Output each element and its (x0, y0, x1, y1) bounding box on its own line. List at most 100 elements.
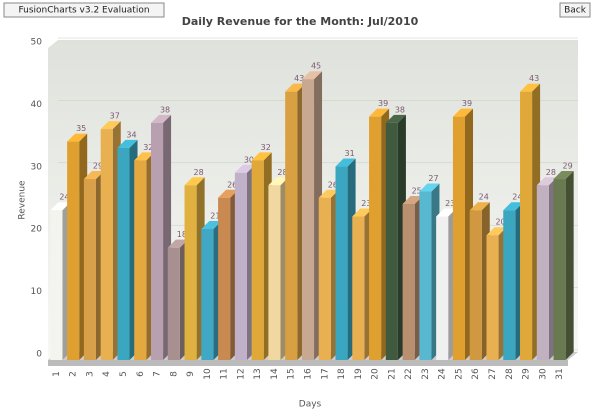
bar-top (167, 239, 188, 248)
bar-front (369, 116, 382, 360)
value-label: 26 (328, 180, 338, 189)
x-tick-label: 10 (203, 368, 213, 380)
x-tick-label: 17 (320, 368, 330, 379)
value-label: 34 (126, 130, 136, 139)
bar-front (536, 185, 549, 360)
x-tick-label: 19 (354, 368, 364, 380)
bar-front (452, 116, 466, 360)
bar-top (100, 121, 121, 130)
value-label: 28 (546, 168, 556, 177)
bar-top (369, 108, 390, 117)
bar-top (536, 177, 557, 186)
bar-front (117, 147, 130, 360)
x-tick-label: 3 (85, 371, 95, 377)
bar-front (503, 210, 516, 360)
bar-top (503, 202, 524, 211)
value-label: 43 (294, 74, 304, 83)
bar-front (520, 91, 533, 361)
bar-front (134, 160, 147, 360)
bar-front (352, 216, 365, 360)
bar-top (268, 177, 289, 186)
y-tick-label: 50 (31, 38, 43, 48)
x-tick-label: 20 (371, 368, 381, 380)
value-label: 24 (59, 193, 69, 202)
value-label: 32 (261, 143, 271, 152)
bar-top (218, 189, 239, 198)
value-label: 29 (563, 162, 573, 171)
bar-top (318, 189, 339, 198)
bar-front (184, 185, 197, 360)
bar-front (402, 204, 415, 360)
back-text[interactable]: Back (564, 6, 587, 16)
bar-front (167, 247, 180, 360)
bar (150, 114, 172, 360)
y-tick-label: 0 (36, 350, 42, 360)
value-label: 27 (428, 174, 438, 183)
bar-top (452, 108, 474, 117)
bar-top (285, 83, 306, 92)
value-label: 29 (93, 162, 103, 171)
bar-top (385, 114, 406, 123)
value-label: 43 (529, 74, 539, 83)
bar-top (67, 133, 88, 142)
evaluation-button[interactable] (3, 2, 165, 18)
value-label: 21 (210, 211, 220, 220)
x-tick-label: 21 (387, 368, 397, 379)
bar-front (50, 210, 63, 360)
x-tick-label: 15 (287, 368, 297, 379)
x-tick-label: 14 (270, 368, 280, 380)
bar-top (234, 164, 255, 173)
bar-top (520, 83, 541, 92)
x-tick-label: 22 (404, 368, 414, 379)
bar-front (150, 122, 164, 360)
x-tick-label: 13 (253, 368, 263, 379)
bar-front (486, 235, 499, 360)
bar-front (335, 166, 348, 360)
value-label: 38 (395, 105, 405, 114)
bar-front (301, 79, 315, 360)
bar-top (184, 177, 205, 186)
x-tick-label: 4 (102, 371, 112, 377)
bar (553, 171, 574, 360)
value-label: 24 (512, 193, 522, 202)
value-label: 25 (412, 187, 422, 196)
x-tick-label: 2 (69, 371, 79, 377)
value-label: 39 (462, 99, 472, 108)
back-button[interactable] (559, 2, 591, 18)
bar (335, 158, 356, 360)
value-label: 37 (110, 112, 120, 121)
bar-top (436, 208, 457, 217)
value-label: 26 (227, 180, 237, 189)
bar-top (301, 71, 323, 80)
bar-top (134, 152, 155, 161)
bar-side (565, 171, 574, 360)
bar-front (83, 179, 96, 360)
bar-front (553, 179, 566, 360)
value-label: 39 (378, 99, 388, 108)
bar-front (419, 191, 432, 360)
x-tick-label: 30 (538, 368, 548, 380)
bar-front (268, 185, 281, 360)
x-tick-label: 23 (421, 368, 431, 379)
bar-top (150, 114, 172, 123)
bar-top (553, 171, 574, 180)
bar-front (285, 91, 298, 361)
bar-top (402, 196, 423, 204)
x-tick-label: 28 (505, 368, 515, 380)
value-label: 38 (160, 105, 170, 114)
bar-top (251, 152, 272, 161)
value-label: 23 (361, 199, 371, 208)
x-tick-label: 29 (522, 368, 532, 380)
y-tick-label: 40 (31, 100, 43, 110)
bar-top (352, 208, 373, 217)
value-label: 24 (479, 193, 489, 202)
y-tick-label: 30 (31, 162, 43, 172)
x-tick-label: 6 (136, 371, 146, 377)
y-axis-label: Revenue (18, 180, 28, 220)
bar-front (100, 129, 113, 360)
x-tick-label: 31 (555, 368, 565, 379)
bar-front (218, 197, 231, 360)
bar-front (469, 210, 482, 360)
value-label: 35 (76, 124, 86, 133)
